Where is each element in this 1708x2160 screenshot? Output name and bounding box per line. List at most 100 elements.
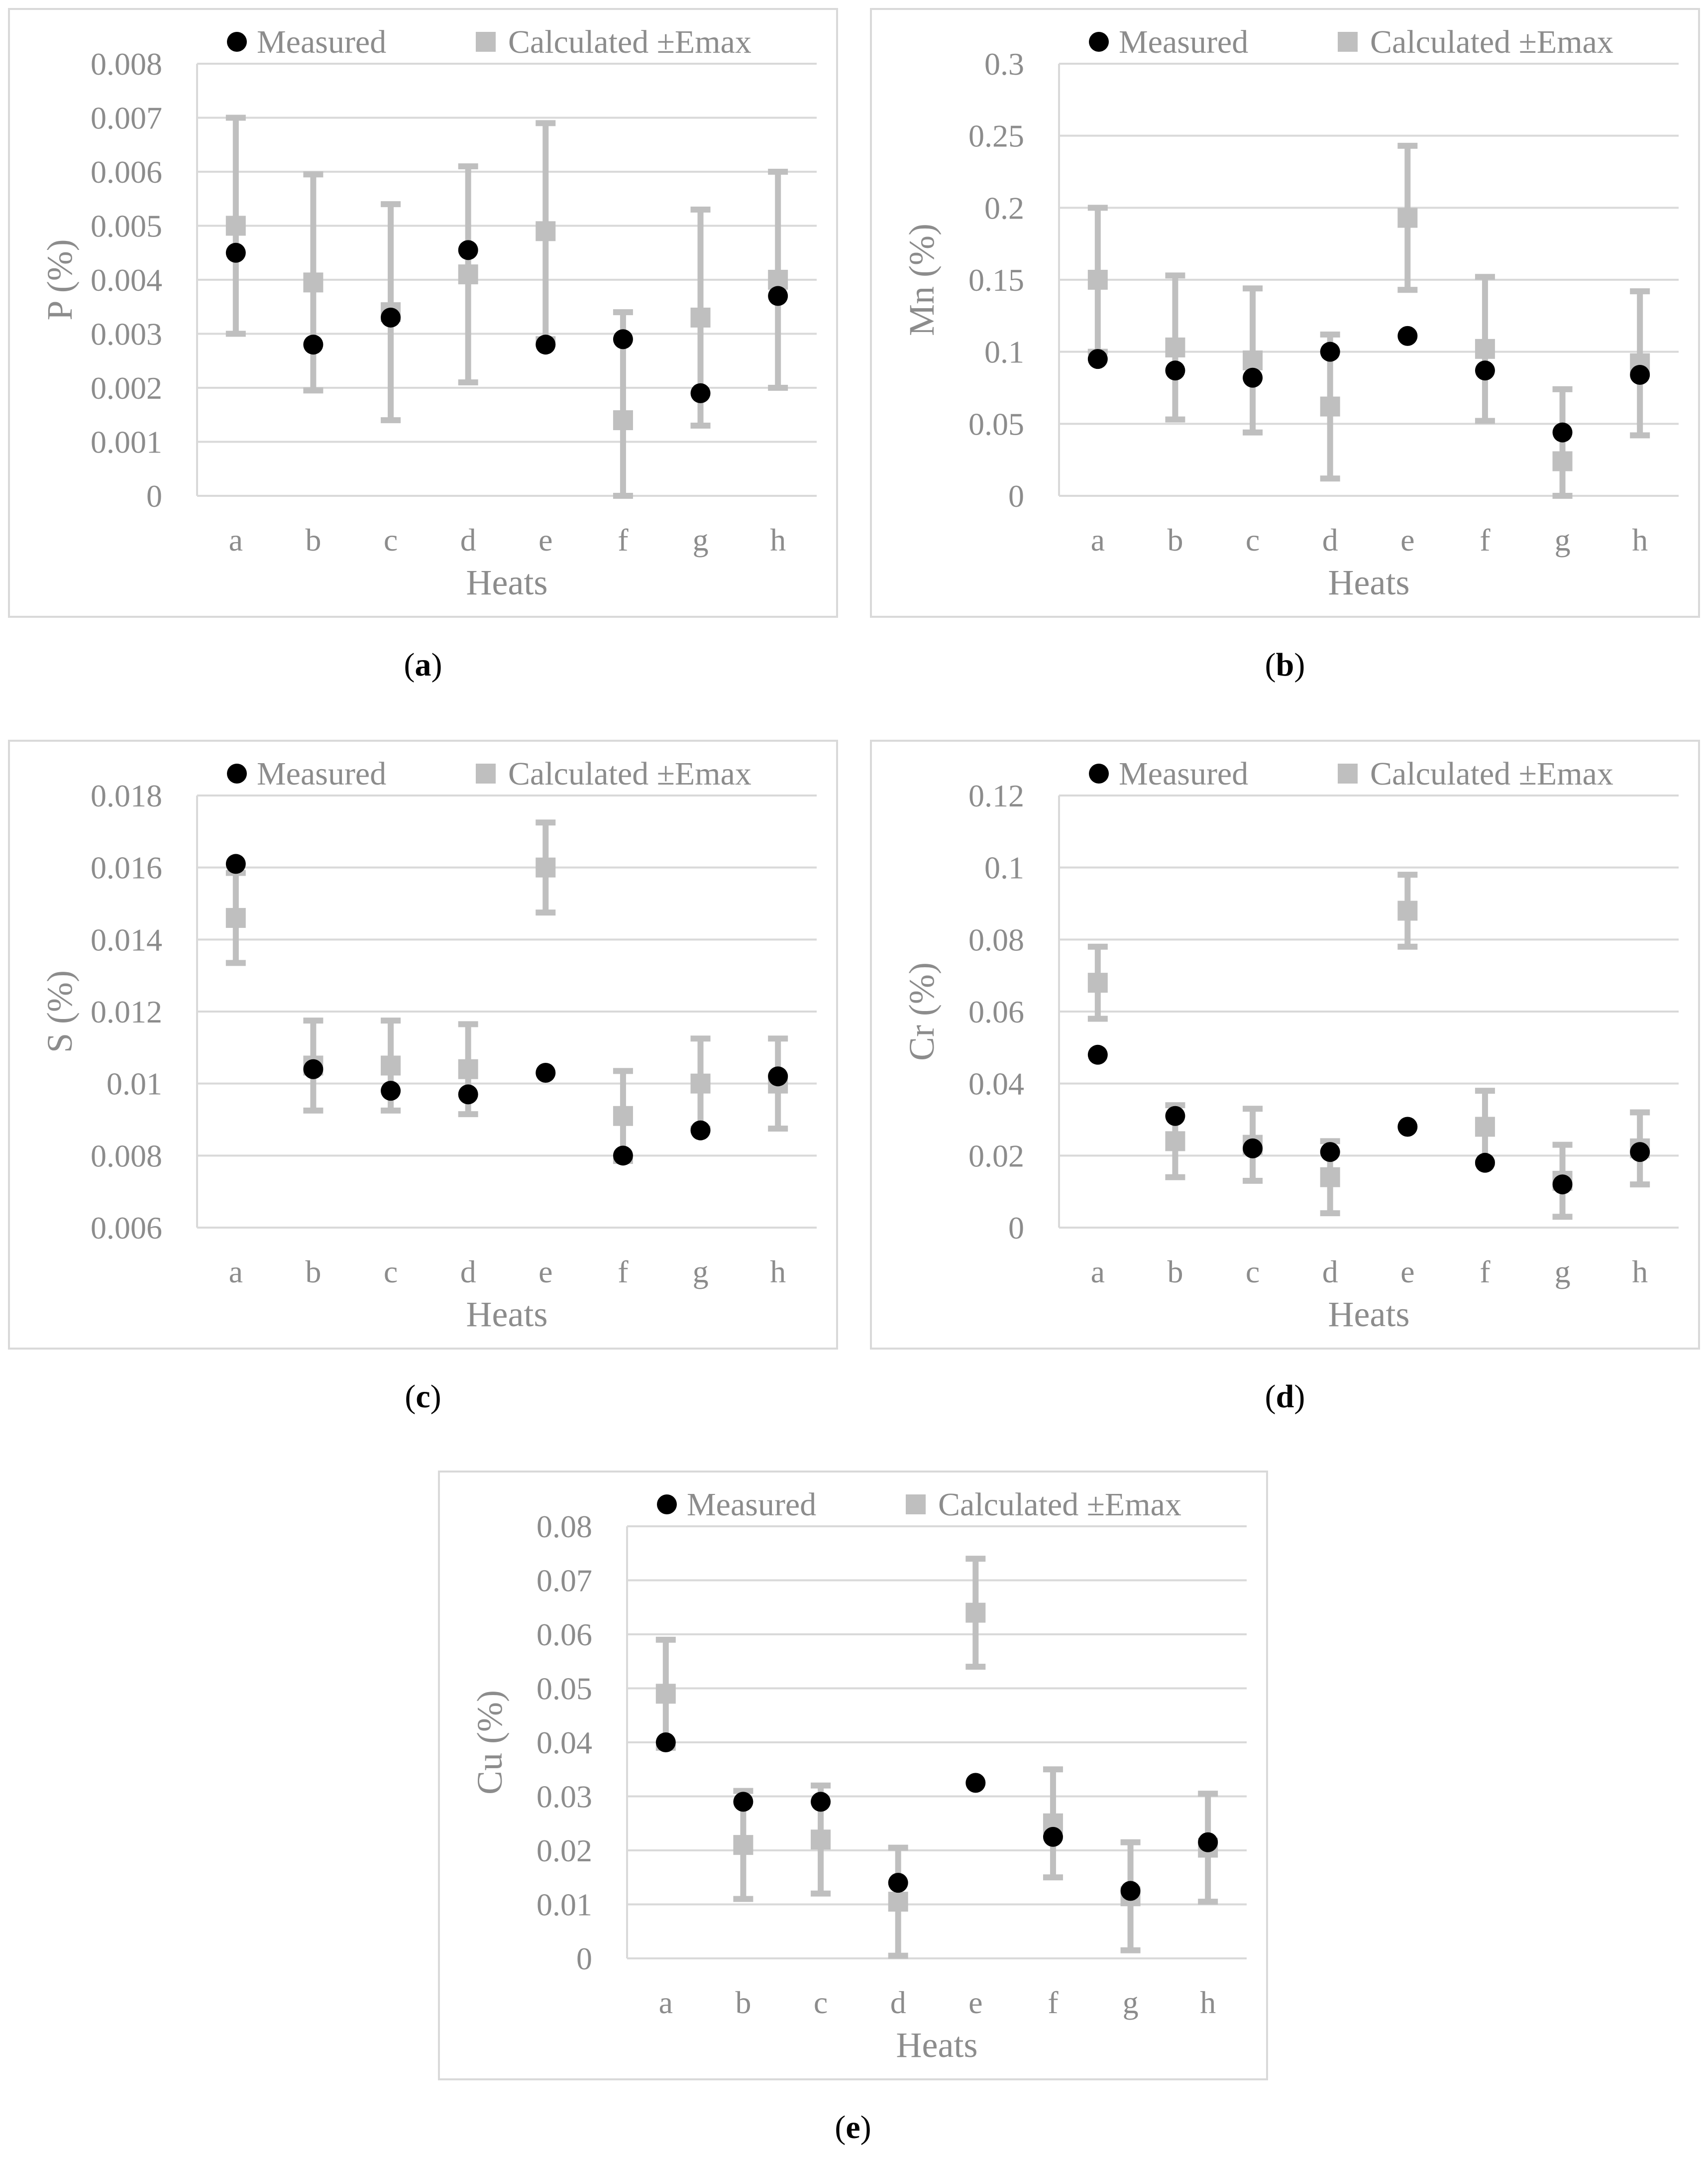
- x-tick-label: d: [890, 1985, 906, 2020]
- y-tick-label: 0.002: [91, 370, 162, 406]
- measured-point: [535, 335, 556, 355]
- x-axis-title: Heats: [896, 2025, 978, 2065]
- x-tick-label: e: [538, 522, 552, 558]
- y-tick-label: 0.25: [968, 118, 1024, 154]
- measured-point: [1165, 360, 1185, 381]
- measured-point: [1397, 326, 1418, 346]
- legend-marker-calculated: [476, 764, 496, 784]
- calculated-point: [811, 1829, 831, 1850]
- x-tick-label: f: [1480, 522, 1491, 558]
- y-tick-label: 0: [1008, 478, 1024, 514]
- y-tick-label: 0.05: [968, 406, 1024, 442]
- x-tick-label: d: [1322, 522, 1338, 558]
- y-tick-label: 0.04: [968, 1066, 1024, 1102]
- chart-frame: [870, 8, 1700, 618]
- legend-label-measured: Measured: [257, 756, 386, 792]
- y-tick-label: 0.018: [91, 778, 162, 813]
- y-tick-label: 0.004: [91, 262, 162, 298]
- y-axis-title: S (%): [40, 970, 80, 1053]
- y-tick-label: 0.1: [984, 850, 1024, 886]
- x-tick-label: a: [659, 1985, 673, 2020]
- y-tick-label: 0.2: [984, 190, 1024, 226]
- y-tick-label: 0.01: [107, 1066, 162, 1102]
- x-tick-label: c: [384, 1254, 398, 1289]
- measured-point: [1243, 1138, 1263, 1158]
- legend-marker-measured: [227, 764, 247, 784]
- y-axis-title: Cu (%): [470, 1690, 510, 1795]
- chart-panel-b: 0 0.05 0.1 0.15 0.2 0.25 0.3 a b c d e f g h Heats Mn (%…: [870, 8, 1700, 618]
- measured-point: [1475, 360, 1495, 381]
- calculated-point: [690, 307, 711, 328]
- legend-label-calculated: Calculated ±Emax: [938, 1486, 1181, 1523]
- calculated-point: [1165, 1131, 1185, 1151]
- panel-caption-e: (e): [835, 2109, 871, 2146]
- y-tick-label: 0.3: [984, 46, 1024, 82]
- x-tick-label: b: [1167, 522, 1183, 558]
- measured-point: [733, 1792, 753, 1812]
- x-tick-label: c: [1246, 1254, 1260, 1289]
- legend-label-measured: Measured: [1119, 756, 1248, 792]
- measured-point: [1198, 1832, 1218, 1852]
- y-tick-label: 0.08: [536, 1509, 592, 1544]
- y-tick-label: 0.006: [91, 1210, 162, 1246]
- legend-marker-calculated: [906, 1494, 926, 1514]
- measured-point: [381, 1081, 401, 1101]
- x-axis-title: Heats: [1328, 1294, 1410, 1334]
- calculated-point: [1320, 396, 1340, 417]
- y-tick-label: 0: [146, 478, 162, 514]
- measured-point: [811, 1792, 831, 1812]
- x-tick-label: g: [693, 522, 709, 558]
- calculated-point: [1397, 208, 1418, 228]
- y-tick-label: 0.005: [91, 209, 162, 244]
- calculated-point: [733, 1835, 753, 1855]
- calculated-point: [535, 221, 556, 241]
- x-tick-label: d: [460, 522, 476, 558]
- measured-point: [225, 242, 246, 263]
- x-tick-label: g: [1555, 1254, 1571, 1289]
- x-tick-label: b: [305, 1254, 321, 1289]
- legend: Measured Calculated ±Emax: [227, 24, 751, 60]
- calculated-point: [613, 1106, 633, 1126]
- measured-point: [458, 240, 478, 260]
- y-axis-title: Mn (%): [902, 224, 942, 336]
- x-axis-title: Heats: [466, 563, 548, 602]
- x-tick-label: g: [1555, 522, 1571, 558]
- measured-point: [888, 1873, 908, 1893]
- y-tick-label: 0.06: [968, 994, 1024, 1029]
- measured-point: [965, 1773, 986, 1793]
- legend-label-measured: Measured: [1119, 24, 1248, 60]
- panel-caption-letter: c: [416, 1378, 430, 1415]
- x-tick-label: h: [1200, 1985, 1216, 2020]
- x-tick-label: c: [1246, 522, 1260, 558]
- legend-marker-calculated: [1338, 32, 1358, 52]
- y-tick-label: 0.008: [91, 46, 162, 82]
- x-tick-label: b: [305, 522, 321, 558]
- x-tick-label: g: [1123, 1985, 1139, 2020]
- chart-svg-d: 0 0.02 0.04 0.06 0.08 0.1 0.12 a b c d e f g h Heats Cr …: [870, 740, 1700, 1350]
- x-tick-label: e: [1400, 1254, 1414, 1289]
- measured-point: [1165, 1106, 1185, 1126]
- panel-caption-d: (d): [1265, 1378, 1305, 1415]
- measured-point: [1475, 1152, 1495, 1173]
- measured-point: [690, 383, 711, 403]
- x-tick-label: d: [1322, 1254, 1338, 1289]
- measured-point: [690, 1120, 711, 1140]
- x-tick-label: f: [618, 522, 629, 558]
- measured-point: [458, 1084, 478, 1105]
- y-tick-label: 0.07: [536, 1563, 592, 1598]
- calculated-point: [225, 908, 246, 928]
- y-tick-label: 0.003: [91, 317, 162, 352]
- chart-panel-e: 0 0.01 0.02 0.03 0.04 0.05 0.06 0.07 0.08 a b c d e f g…: [438, 1471, 1268, 2080]
- calculated-point: [535, 857, 556, 878]
- y-tick-label: 0.008: [91, 1138, 162, 1173]
- chart-panel-c: 0.006 0.008 0.01 0.012 0.014 0.016 0.018 a b c d e f…: [8, 740, 838, 1350]
- chart-svg-c: 0.006 0.008 0.01 0.012 0.014 0.016 0.018 a b c d e f…: [8, 740, 838, 1350]
- measured-point: [225, 854, 246, 874]
- y-tick-label: 0.014: [91, 922, 162, 957]
- chart-svg-b: 0 0.05 0.1 0.15 0.2 0.25 0.3 a b c d e f g h Heats Mn (%…: [870, 8, 1700, 618]
- panel-caption-a: (a): [404, 647, 442, 683]
- x-tick-label: b: [1167, 1254, 1183, 1289]
- x-tick-label: e: [538, 1254, 552, 1289]
- legend-label-calculated: Calculated ±Emax: [508, 756, 751, 792]
- measured-point: [303, 335, 323, 355]
